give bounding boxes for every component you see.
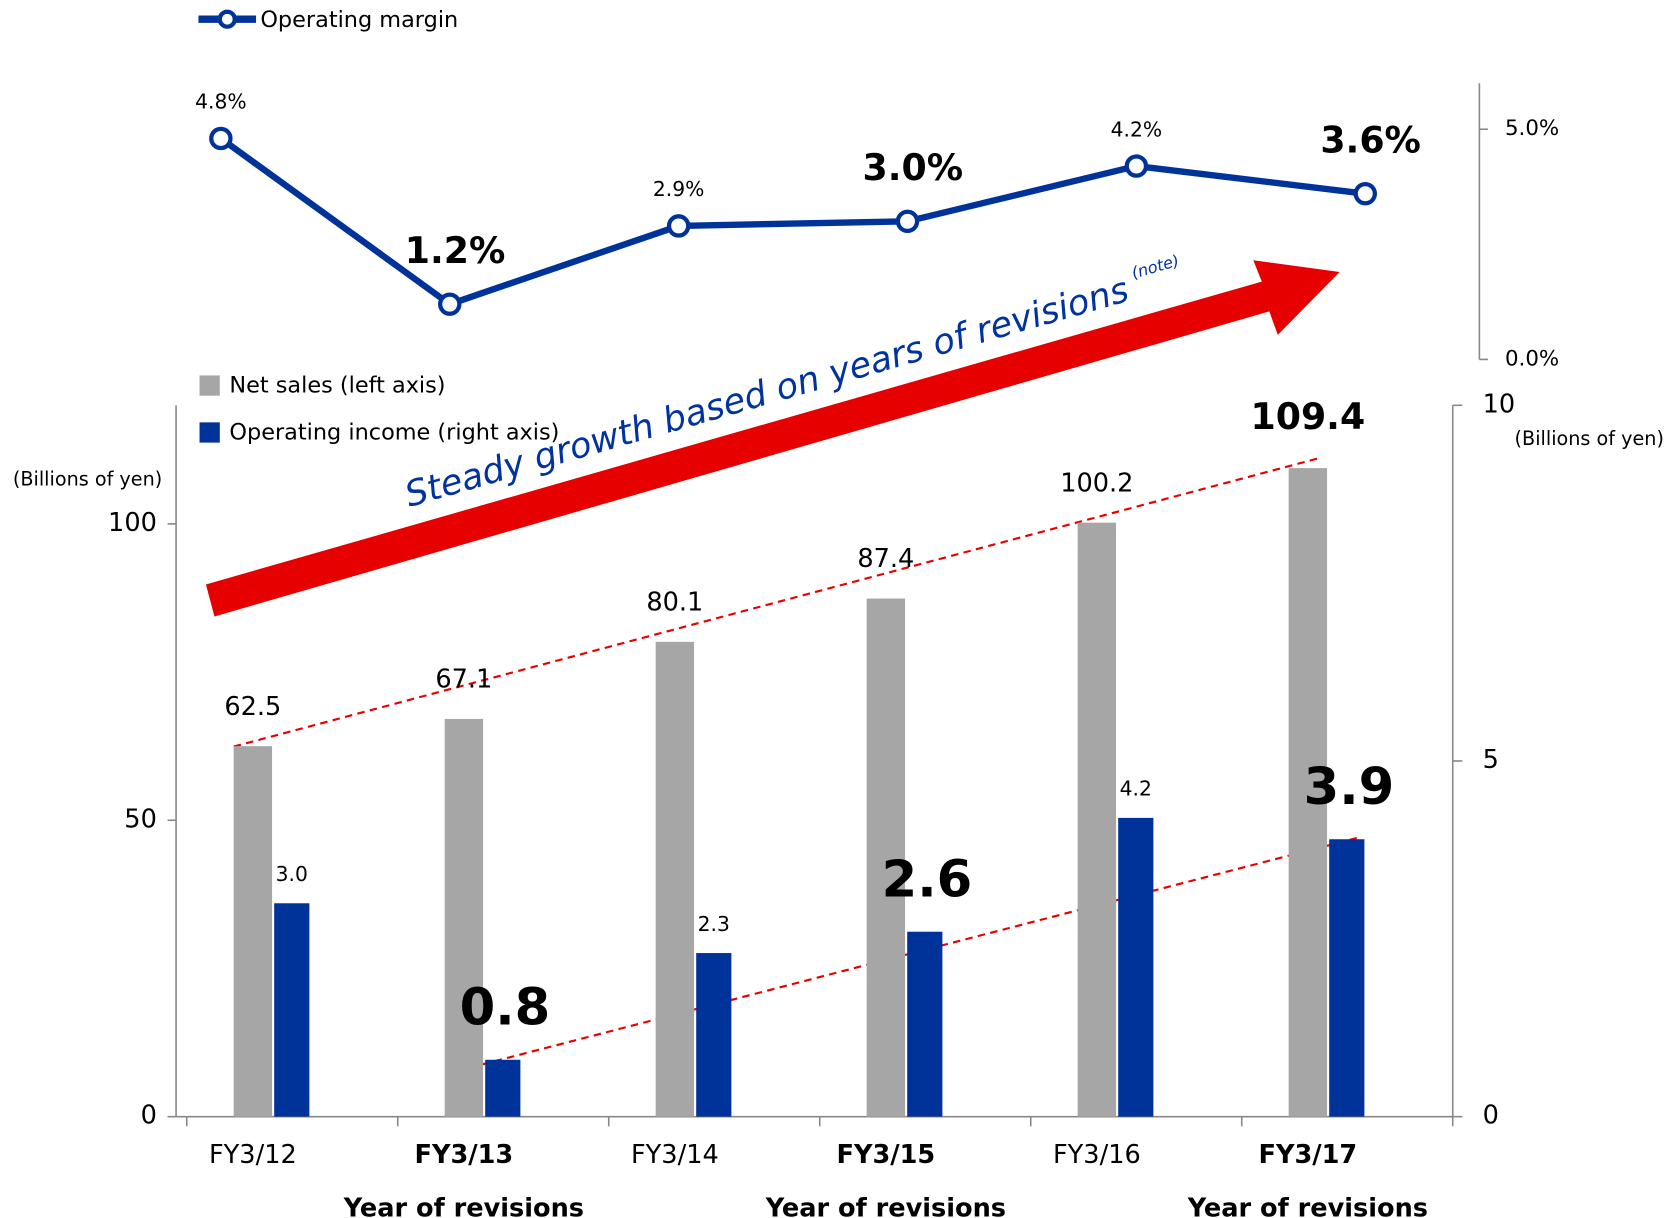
value-label: 4.8% (195, 90, 246, 114)
legend-swatch (199, 422, 220, 443)
x-tick-label: FY3/16 (1053, 1140, 1141, 1170)
annotation-text: Steady growth based on years of revision… (400, 269, 1133, 515)
legend-label: Operating income (right axis) (229, 420, 559, 446)
value-label: 100.2 (1060, 468, 1133, 498)
x-tick-label: FY3/13 (414, 1140, 513, 1170)
value-label: 4.2% (1111, 117, 1162, 141)
value-label: 3.9 (1304, 757, 1395, 817)
value-label: 4.2 (1120, 777, 1152, 801)
bar (444, 718, 484, 1117)
y-tick-label: 50 (124, 804, 157, 834)
legend-label: Net sales (left axis) (229, 373, 445, 399)
value-label: 1.2% (405, 229, 506, 272)
y2-tick-label: 5 (1483, 745, 1499, 775)
highlight-note: Year of revisions (1187, 1193, 1428, 1218)
legend-label: Operating margin (260, 7, 458, 33)
value-label: 3.0 (276, 862, 308, 886)
y-axis-label: (Billions of yen) (13, 467, 162, 490)
value-label: 3.0% (863, 146, 964, 189)
value-label: 109.4 (1251, 395, 1366, 438)
value-label: 62.5 (224, 692, 281, 722)
y2-tick-label: 10 (1483, 389, 1516, 419)
marker (895, 209, 920, 234)
bar (1329, 839, 1365, 1117)
marker (1124, 154, 1149, 178)
highlight-note: Year of revisions (765, 1193, 1006, 1218)
bar (485, 1059, 521, 1117)
value-label: 0.8 (460, 978, 551, 1038)
x-tick-label: FY3/12 (209, 1140, 297, 1170)
bar (696, 953, 732, 1117)
bar (1118, 817, 1154, 1117)
marker (209, 126, 233, 151)
value-label: 80.1 (646, 587, 703, 617)
highlight-note: Year of revisions (343, 1193, 584, 1218)
line (218, 135, 1366, 308)
bar (907, 931, 943, 1117)
value-label: 2.6 (882, 850, 973, 910)
bar (866, 598, 906, 1117)
bar (655, 641, 695, 1117)
marker (438, 292, 462, 316)
bar (1077, 522, 1117, 1117)
value-label: 87.4 (857, 544, 914, 574)
bar (233, 746, 273, 1117)
marker (1353, 181, 1378, 206)
growth-arrow (205, 260, 1340, 617)
trend-line (233, 457, 1318, 748)
value-label: 2.9% (653, 177, 704, 201)
x-tick-label: FY3/17 (1258, 1140, 1357, 1170)
value-label: 67.1 (435, 664, 492, 694)
y2-axis-label: (Billions of yen) (1515, 427, 1664, 450)
legend-swatch (199, 375, 220, 396)
y-tick-label: 100 (108, 508, 157, 538)
y-tick-label: 5.0% (1505, 116, 1559, 141)
bar (274, 903, 310, 1117)
marker (666, 214, 691, 238)
x-tick-label: FY3/14 (631, 1140, 719, 1170)
value-label: 2.3 (698, 912, 730, 936)
y2-tick-label: 0 (1483, 1101, 1499, 1131)
legend-marker (217, 9, 237, 29)
y-tick-label: 0 (141, 1101, 157, 1131)
bar (1288, 468, 1328, 1117)
value-label: 3.6% (1320, 118, 1421, 161)
x-tick-label: FY3/15 (836, 1140, 935, 1170)
y-tick-label: 0.0% (1505, 346, 1559, 371)
annotation-note: (note) (1129, 250, 1181, 282)
